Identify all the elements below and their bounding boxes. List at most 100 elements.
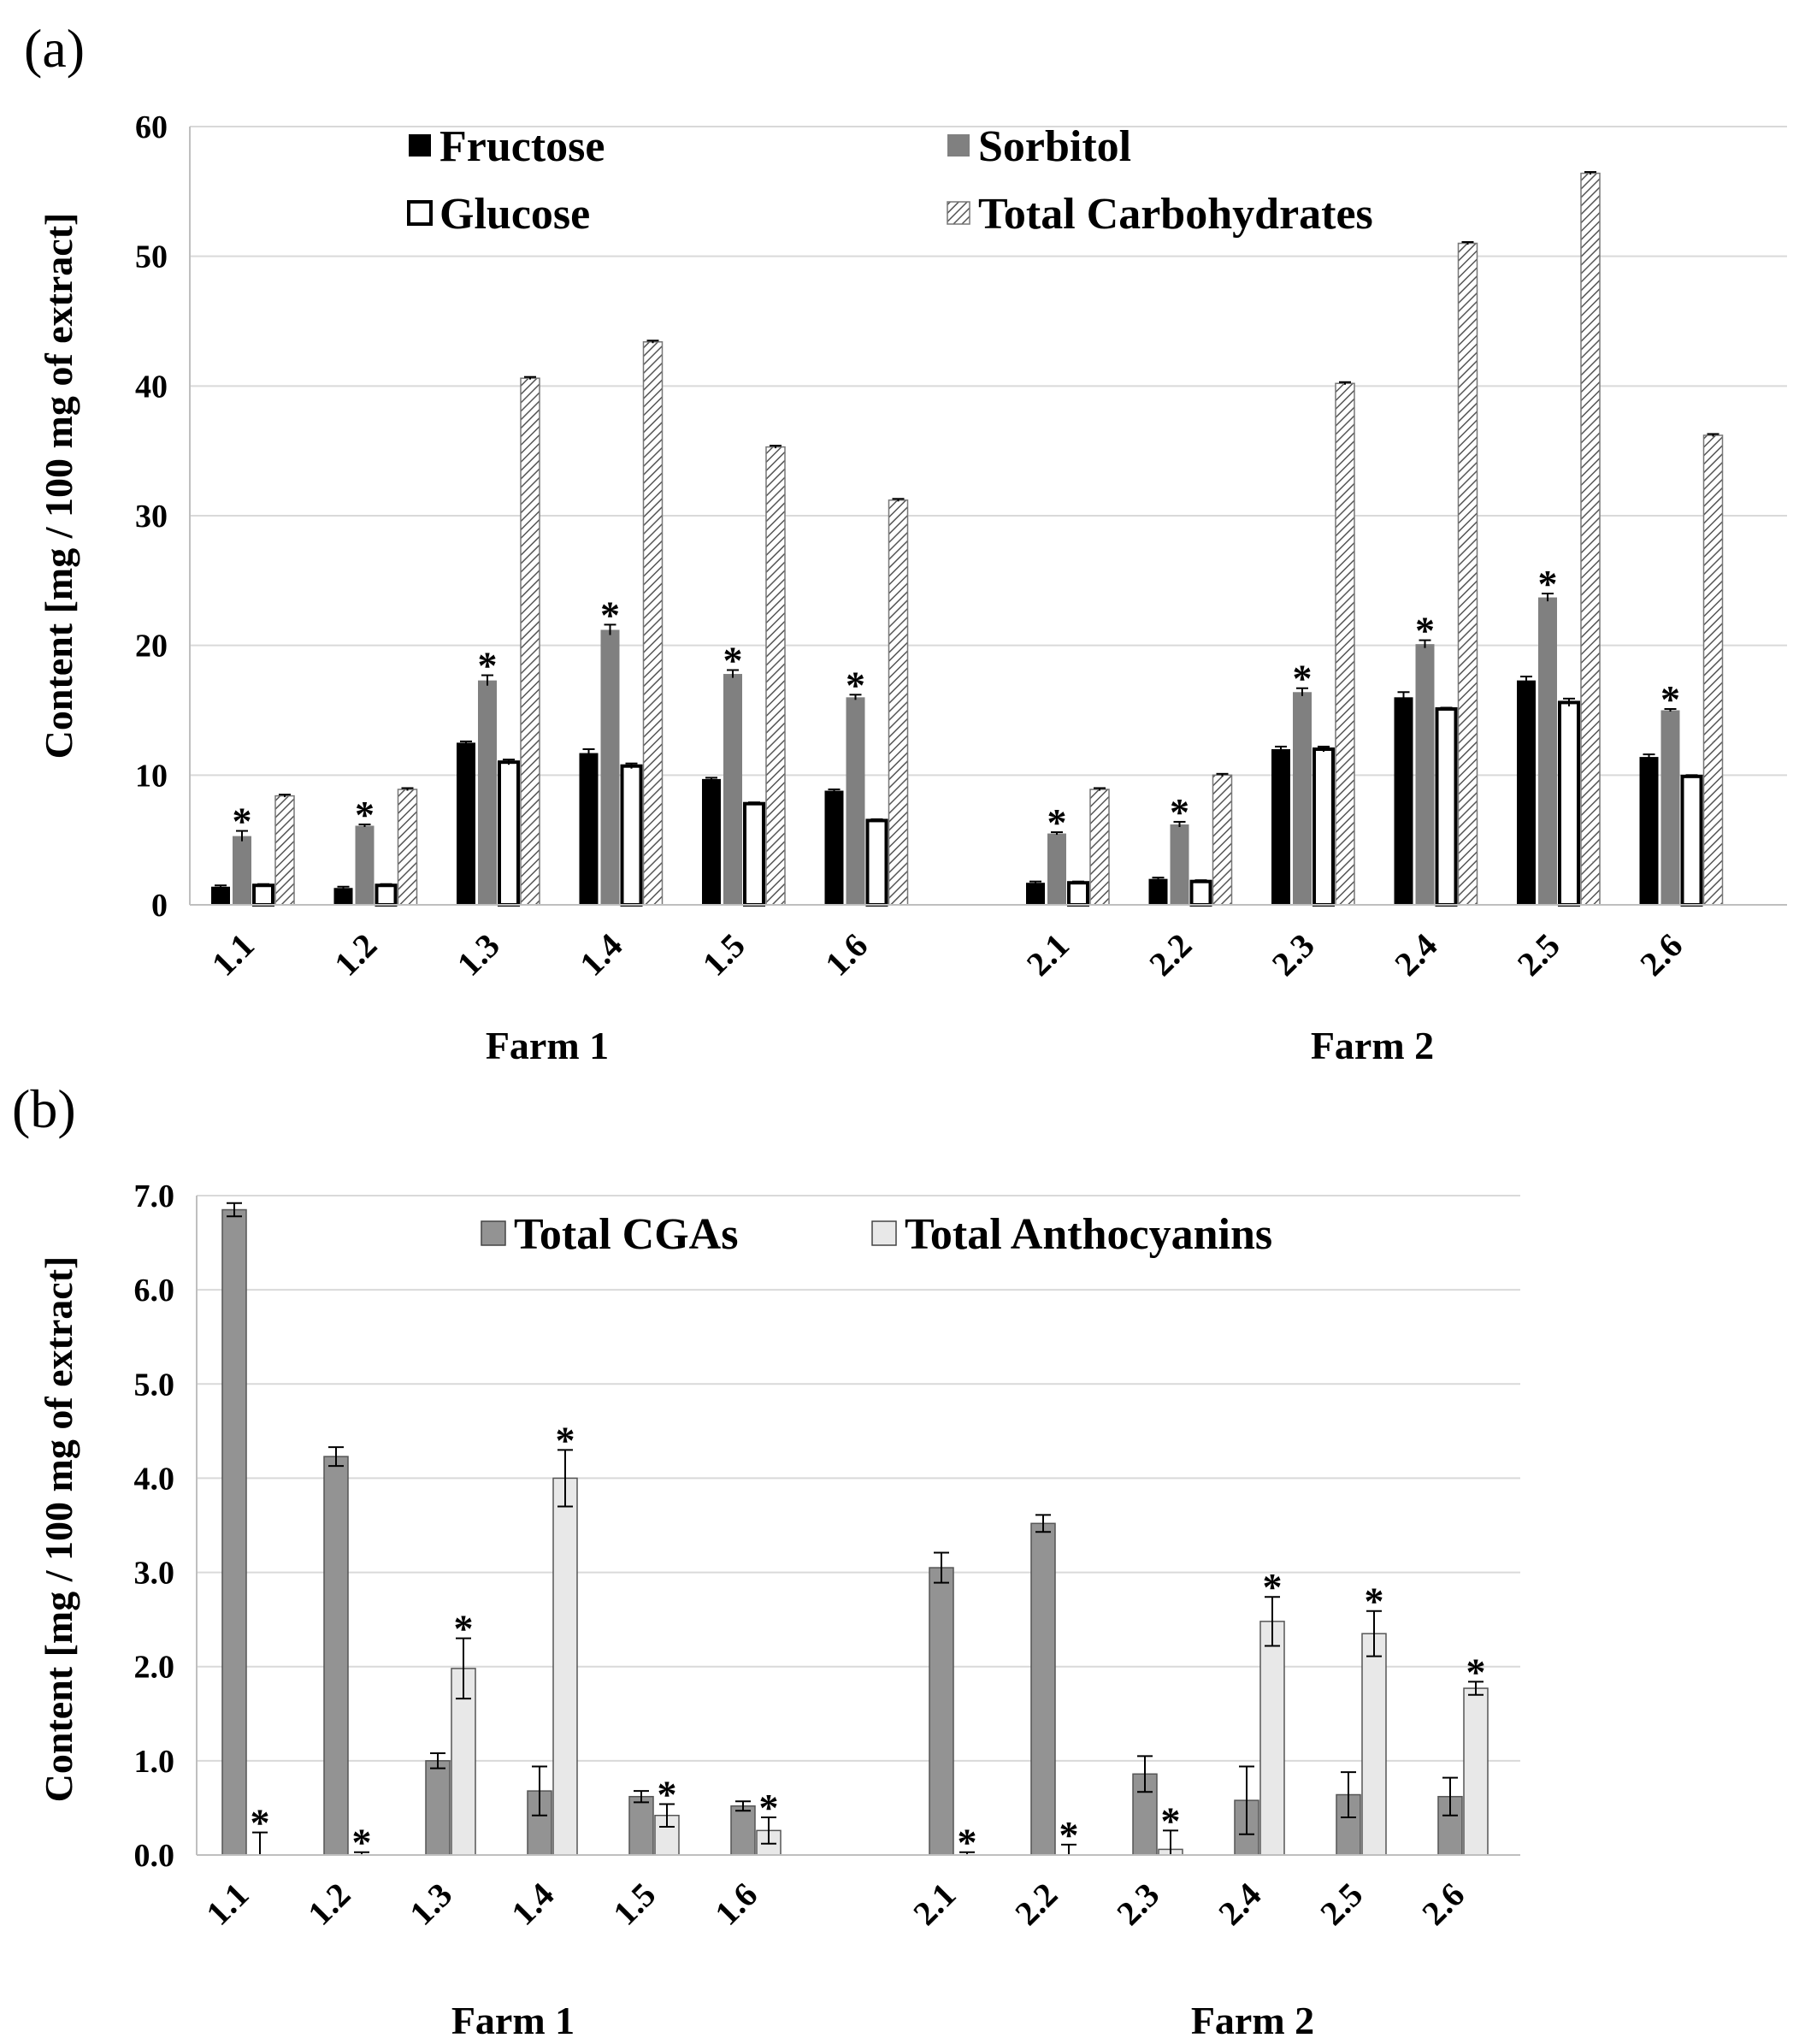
legend-swatch	[481, 1220, 506, 1246]
legend-entry: Total Carbohydrates	[947, 190, 1373, 239]
significance-star: *	[1466, 1650, 1486, 1693]
x-tick-label: 2.3	[1109, 1876, 1166, 1933]
x-tick-label: 2.2	[1141, 926, 1199, 984]
legend-entry: Glucose	[407, 190, 590, 239]
legend-swatch	[947, 201, 970, 225]
error-bar	[735, 1800, 751, 1812]
x-tick-label: 1.1	[198, 1876, 256, 1933]
bar-total-carbohydrates	[1580, 172, 1601, 906]
error-bar	[1239, 1765, 1254, 1835]
significance-star: *	[1660, 677, 1680, 721]
bar-total-anthocyanins	[1259, 1621, 1285, 1856]
error-bar	[1520, 676, 1532, 685]
error-bar	[1442, 1776, 1458, 1817]
bar-sorbitol	[478, 680, 497, 905]
bar-total-carbohydrates	[765, 446, 786, 906]
significance-star: *	[1365, 1580, 1384, 1623]
panel-a-label: (a)	[24, 18, 85, 79]
legend-label: Total Anthocyanins	[905, 1210, 1272, 1259]
error-bar	[1072, 880, 1084, 884]
bar-total-carbohydrates	[1089, 789, 1110, 906]
bar-glucose	[1189, 879, 1212, 907]
error-bar	[430, 1752, 445, 1769]
error-bar	[1341, 1771, 1356, 1818]
bar-total-carbohydrates	[397, 789, 418, 906]
error-bar	[934, 1551, 949, 1584]
error-bar	[1318, 745, 1330, 753]
error-bar	[227, 1202, 242, 1218]
legend-swatch	[947, 134, 970, 157]
error-bar	[1275, 745, 1287, 753]
x-tick-label: 1.5	[695, 926, 752, 984]
x-tick-label: 1.2	[327, 926, 384, 984]
x-tick-label: 1.4	[572, 926, 629, 984]
significance-star: *	[1263, 1565, 1283, 1609]
legend-label: Sorbitol	[978, 122, 1131, 171]
significance-star: *	[478, 644, 498, 688]
error-bar	[870, 818, 883, 822]
bar-sorbitol	[600, 629, 620, 905]
bar-fructose	[1148, 878, 1168, 905]
legend-entry: Total Anthocyanins	[871, 1210, 1272, 1259]
error-bar	[358, 823, 371, 827]
bar-total-carbohydrates	[1457, 242, 1478, 906]
error-bar	[1461, 240, 1474, 245]
x-tick-label: 2.1	[905, 1876, 963, 1933]
y-tick-label: 40	[135, 369, 168, 405]
error-bar	[1173, 820, 1186, 827]
y-tick-label: 60	[135, 109, 168, 145]
bar-glucose	[1312, 747, 1335, 907]
panel-b-label: (b)	[12, 1078, 76, 1139]
bar-fructose	[1394, 697, 1413, 905]
significance-star: *	[1538, 562, 1558, 606]
significance-star: *	[600, 593, 620, 636]
error-bar	[1035, 1514, 1051, 1533]
bar-total-carbohydrates	[1702, 434, 1724, 906]
significance-star: *	[355, 793, 375, 836]
error-bar	[557, 1449, 573, 1508]
error-bar	[582, 748, 595, 758]
bar-fructose	[1639, 757, 1659, 905]
bar-total-carbohydrates	[520, 377, 540, 906]
y-tick-label: 30	[135, 499, 168, 535]
bar-glucose	[743, 801, 765, 907]
legend-swatch	[871, 1220, 897, 1246]
error-bar	[401, 787, 414, 791]
bar-total-anthocyanins	[552, 1477, 578, 1856]
error-bar	[1094, 787, 1106, 791]
y-tick-label: 6.0	[134, 1273, 175, 1309]
y-tick-label: 20	[135, 629, 168, 665]
error-bar	[1468, 1681, 1484, 1696]
error-bar	[1542, 593, 1554, 602]
significance-star: *	[1059, 1813, 1079, 1857]
y-tick-label: 3.0	[134, 1556, 175, 1592]
error-bar	[1152, 877, 1165, 881]
panel-b-chart: (b) Content [mg / 100 mg of extract] * * *…	[12, 1078, 1520, 2042]
y-tick-label: 50	[135, 239, 168, 275]
bar-sorbitol	[1170, 824, 1189, 905]
error-bar	[828, 789, 841, 793]
x-tick-label: 1.5	[605, 1876, 663, 1933]
bar-glucose	[252, 883, 274, 907]
significance-star: *	[1170, 790, 1189, 834]
panel-b-bars: * * * * * * * * * * * *	[221, 1202, 1489, 1864]
error-bar	[215, 884, 227, 889]
y-tick-label: 0	[151, 888, 168, 924]
panel-a-legend: Fructose Sorbitol Glucose Total Carbohydrat…	[407, 122, 1373, 239]
legend-label: Total CGAs	[514, 1210, 738, 1259]
error-bar	[1685, 774, 1698, 778]
x-tick-label: 2.6	[1414, 1876, 1472, 1933]
x-tick-label: 1.2	[300, 1876, 357, 1933]
panel-b-y-axis-label: Content [mg / 100 mg of extract]	[37, 1256, 80, 1803]
error-bar	[1265, 1596, 1280, 1647]
error-bar	[380, 883, 392, 887]
y-tick-label: 4.0	[134, 1461, 175, 1497]
bar-fructose	[702, 778, 721, 905]
significance-star: *	[958, 1821, 977, 1864]
bar-glucose	[1680, 774, 1703, 907]
significance-star: *	[251, 1801, 270, 1845]
bar-sorbitol	[846, 697, 865, 905]
bar-sorbitol	[1047, 833, 1066, 905]
legend-entry: Sorbitol	[947, 122, 1131, 171]
